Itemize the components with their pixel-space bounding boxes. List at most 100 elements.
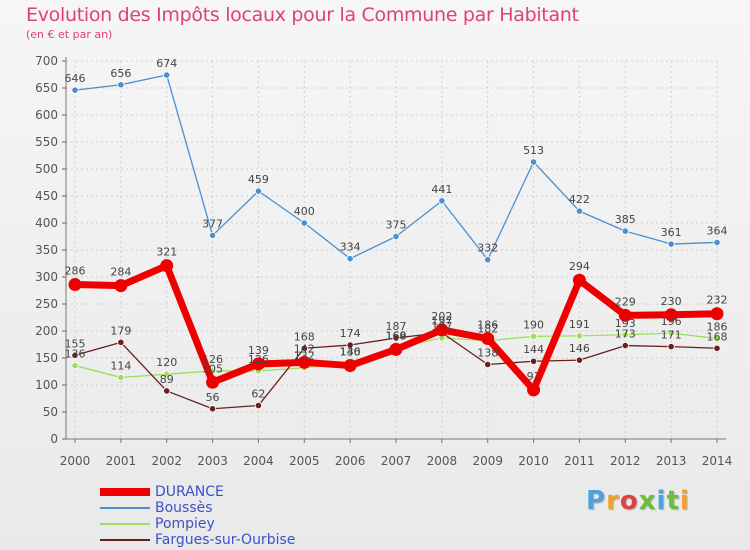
point-pompiey (71, 361, 79, 370)
point-durance (114, 279, 128, 293)
x-tick-label: 2010 (518, 454, 549, 468)
point-bousses (575, 207, 584, 215)
point-bousses (346, 255, 354, 263)
point-pompiey (163, 370, 171, 378)
x-tick-label: 2000 (60, 454, 91, 468)
data-label-fargues-sur-ourbise: 171 (661, 329, 682, 342)
brand-letter: i (679, 486, 690, 516)
x-tick-label: 2007 (381, 454, 412, 468)
x-tick-label: 2011 (564, 454, 595, 468)
data-label-durance: 91 (527, 370, 541, 383)
series-layer (68, 71, 724, 413)
point-fargues-sur-ourbise (163, 387, 171, 395)
data-label-bousses: 364 (707, 224, 728, 237)
data-label-durance: 286 (65, 265, 86, 278)
data-label-pompiey: 196 (661, 315, 682, 328)
point-durance (160, 259, 174, 273)
y-tick-label: 250 (35, 297, 58, 311)
data-label-pompiey: 132 (294, 350, 315, 363)
data-label-pompiey: 126 (248, 353, 269, 366)
x-tick-label: 2004 (243, 454, 274, 468)
x-tick-label: 2008 (427, 454, 458, 468)
data-label-pompiey: 190 (523, 318, 544, 331)
data-label-fargues-sur-ourbise: 168 (707, 330, 728, 343)
data-label-bousses: 674 (156, 57, 177, 70)
data-label-fargues-sur-ourbise: 168 (294, 330, 315, 343)
y-tick-label: 700 (35, 54, 58, 68)
data-label-bousses: 459 (248, 173, 269, 186)
point-fargues-sur-ourbise (254, 401, 263, 410)
data-label-fargues-sur-ourbise: 173 (615, 328, 636, 341)
point-durance (297, 355, 311, 369)
data-label-pompiey: 191 (569, 318, 590, 331)
y-tick-label: 200 (35, 324, 58, 338)
chart-title: Evolution des Impôts locaux pour la Comm… (26, 4, 579, 26)
point-durance (435, 323, 449, 337)
chart-subtitle: (en € et par an) (26, 28, 113, 41)
y-tick-label: 500 (35, 162, 58, 176)
y-tick-label: 600 (35, 108, 58, 122)
y-tick-label: 400 (35, 216, 58, 230)
data-label-fargues-sur-ourbise: 62 (251, 388, 265, 401)
data-label-pompiey: 140 (340, 345, 361, 358)
y-tick-label: 50 (43, 405, 58, 419)
brand-letter: i (656, 486, 667, 516)
data-label-bousses: 332 (477, 242, 498, 255)
point-pompiey (529, 332, 538, 340)
legend-swatch (100, 539, 150, 541)
data-label-pompiey: 182 (477, 323, 498, 336)
brand-letter: P (586, 486, 607, 516)
data-label-durance: 105 (202, 362, 223, 375)
x-tick-label: 2006 (335, 454, 366, 468)
point-fargues-sur-ourbise (575, 356, 584, 364)
data-label-fargues-sur-ourbise: 138 (477, 346, 498, 359)
point-durance (527, 383, 541, 397)
data-label-bousses: 385 (615, 213, 636, 226)
point-durance (343, 359, 357, 373)
point-fargues-sur-ourbise (71, 351, 79, 359)
point-durance (618, 308, 632, 322)
point-fargues-sur-ourbise (621, 341, 629, 350)
data-label-bousses: 400 (294, 205, 315, 218)
point-durance (481, 332, 495, 346)
x-tick-label: 2013 (656, 454, 687, 468)
x-tick-label: 2003 (197, 454, 228, 468)
data-label-durance: 232 (707, 294, 728, 307)
data-label-bousses: 646 (65, 72, 86, 85)
point-fargues-sur-ourbise (529, 357, 538, 365)
legend-swatch (100, 507, 150, 509)
point-durance (710, 307, 724, 321)
data-label-durance: 321 (156, 246, 177, 259)
point-durance (664, 308, 678, 322)
point-pompiey (667, 329, 675, 337)
data-label-durance: 229 (615, 295, 636, 308)
point-pompiey (621, 331, 629, 339)
point-bousses (300, 219, 308, 227)
data-label-pompiey: 193 (615, 317, 636, 330)
data-label-durance: 142 (294, 342, 315, 355)
legend-label: Fargues-sur-Ourbise (155, 532, 296, 548)
point-bousses (484, 256, 492, 264)
data-label-pompiey: 186 (707, 321, 728, 334)
point-durance (572, 273, 586, 287)
axis-layer: 0 50 100 150 200 250 300 350 400 450 500 550 600 650 7… (35, 54, 732, 468)
point-bousses (713, 238, 721, 247)
data-label-fargues-sur-ourbise: 144 (523, 343, 544, 356)
legend-label: Boussès (155, 500, 213, 516)
y-tick-label: 650 (35, 81, 58, 95)
data-label-durance: 136 (340, 346, 361, 359)
data-label-durance: 230 (661, 295, 682, 308)
x-tick-label: 2005 (289, 454, 320, 468)
data-label-bousses: 656 (110, 67, 131, 80)
brand-letter: o (619, 486, 639, 516)
data-label-pompiey: 126 (202, 353, 223, 366)
point-fargues-sur-ourbise (392, 334, 400, 342)
data-label-fargues-sur-ourbise: 146 (569, 342, 590, 355)
point-bousses (71, 86, 79, 94)
point-fargues-sur-ourbise (117, 338, 125, 346)
y-tick-label: 450 (35, 189, 58, 203)
legend-label: DURANCE (155, 484, 224, 500)
data-label-durance: 139 (248, 344, 269, 357)
